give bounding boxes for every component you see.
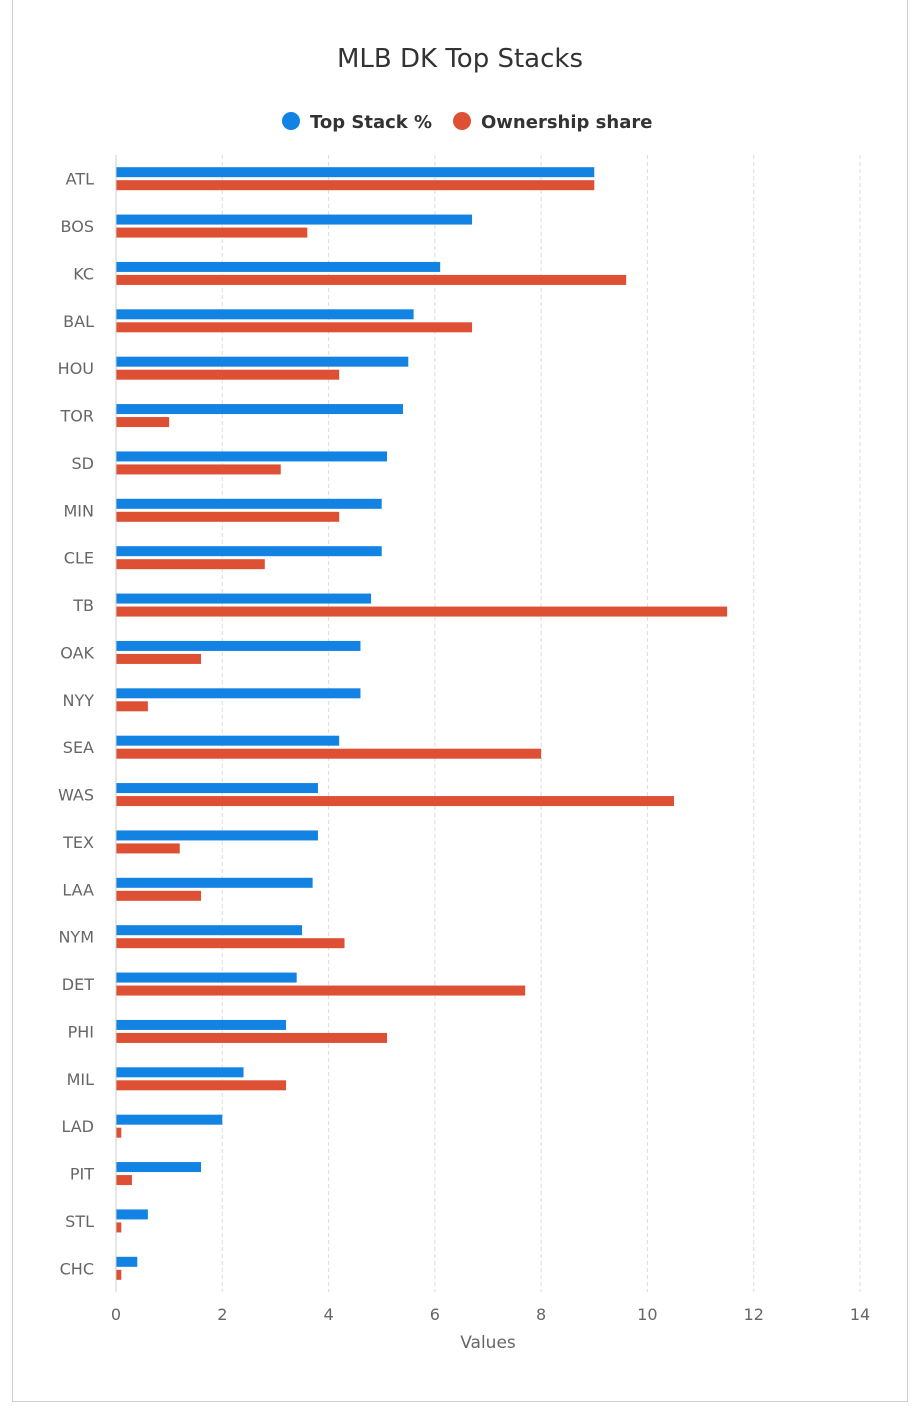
y-tick-label: MIL [67, 1070, 95, 1089]
bar-ownership-share[interactable] [116, 1080, 287, 1091]
y-tick-label: PIT [70, 1165, 94, 1184]
x-tick-label: 0 [111, 1305, 121, 1324]
bar-top-stack[interactable] [116, 593, 372, 604]
grid [221, 155, 861, 1292]
bar-ownership-share[interactable] [116, 985, 526, 996]
x-axis-title: Values [460, 1333, 516, 1353]
x-tick-label: 12 [744, 1305, 764, 1324]
y-tick-label: NYM [58, 928, 94, 947]
bar-top-stack[interactable] [116, 830, 318, 841]
y-tick-label: LAA [62, 880, 94, 899]
bar-top-stack[interactable] [116, 735, 340, 746]
chart-frame [12, 0, 908, 1402]
bar-top-stack[interactable] [116, 404, 403, 415]
x-tick-label: 8 [536, 1305, 546, 1324]
bar-top-stack[interactable] [116, 972, 297, 983]
y-tick-label: SEA [63, 738, 94, 757]
bar-top-stack[interactable] [116, 640, 361, 651]
x-tick-label: 2 [217, 1305, 227, 1324]
bar-ownership-share[interactable] [116, 1127, 122, 1138]
bar-top-stack[interactable] [116, 261, 441, 272]
bar-top-stack[interactable] [116, 309, 414, 320]
bar-ownership-share[interactable] [116, 1269, 122, 1280]
bar-top-stack[interactable] [116, 925, 302, 936]
bar-top-stack[interactable] [116, 783, 318, 794]
x-tick-label: 4 [323, 1305, 333, 1324]
bar-ownership-share[interactable] [116, 748, 542, 759]
bar-ownership-share[interactable] [116, 227, 308, 238]
y-tick-label: STL [65, 1212, 94, 1231]
y-tick-label: LAD [61, 1117, 94, 1136]
y-tick-label: BAL [63, 312, 94, 331]
chart-title: MLB DK Top Stacks [337, 44, 583, 74]
y-tick-label: MIN [64, 501, 95, 520]
legend-label: Ownership share [481, 112, 652, 133]
bar-top-stack[interactable] [116, 1114, 223, 1125]
y-tick-label: HOU [58, 359, 94, 378]
y-tick-label: CLE [64, 549, 94, 568]
bar-top-stack[interactable] [116, 451, 388, 462]
y-tick-label: TB [72, 596, 94, 615]
bar-top-stack[interactable] [116, 498, 382, 509]
bar-ownership-share[interactable] [116, 322, 473, 333]
bar-ownership-share[interactable] [116, 559, 265, 570]
x-tick-label: 6 [430, 1305, 440, 1324]
legend-item-ownership-share[interactable]: Ownership share [453, 112, 652, 133]
y-tick-label: TOR [60, 407, 94, 426]
bar-ownership-share[interactable] [116, 606, 728, 617]
bar-top-stack[interactable] [116, 167, 595, 178]
bar-ownership-share[interactable] [116, 653, 202, 664]
bar-top-stack[interactable] [116, 214, 473, 225]
y-tick-label: SD [72, 454, 94, 473]
bar-ownership-share[interactable] [116, 890, 202, 901]
legend-item-top-stack[interactable]: Top Stack % [282, 112, 432, 133]
bar-ownership-share[interactable] [116, 180, 595, 191]
bar-ownership-share[interactable] [116, 701, 148, 712]
bar-ownership-share[interactable] [116, 1032, 388, 1043]
bar-ownership-share[interactable] [116, 1222, 122, 1233]
bar-ownership-share[interactable] [116, 796, 674, 807]
bar-ownership-share[interactable] [116, 464, 281, 475]
bar-ownership-share[interactable] [116, 511, 340, 522]
y-tick-label: WAS [58, 786, 94, 805]
y-tick-label: PHI [68, 1022, 94, 1041]
legend: Top Stack % Ownership share [282, 112, 652, 133]
y-tick-label: ATL [66, 170, 94, 189]
bar-top-stack[interactable] [116, 356, 409, 367]
y-tick-label: KC [73, 264, 94, 283]
x-tick-label: 10 [637, 1305, 657, 1324]
bar-ownership-share[interactable] [116, 369, 340, 380]
bars [116, 167, 728, 1280]
bar-top-stack[interactable] [116, 1209, 148, 1220]
y-tick-label: BOS [61, 217, 94, 236]
bar-top-stack[interactable] [116, 1019, 287, 1030]
y-axis-labels: ATL BOS KC BAL HOU TOR SD MIN CLE TB OAK NYY SEA WAS T… [58, 170, 95, 1279]
x-tick-label: 14 [850, 1305, 870, 1324]
bar-ownership-share[interactable] [116, 1175, 132, 1186]
x-axis-labels: 0 2 4 6 8 10 12 14 [111, 1305, 870, 1324]
legend-label: Top Stack % [310, 112, 432, 133]
bar-top-stack[interactable] [116, 1067, 244, 1078]
y-tick-label: NYY [62, 691, 94, 710]
bar-top-stack[interactable] [116, 877, 313, 888]
bar-top-stack[interactable] [116, 688, 361, 699]
bar-top-stack[interactable] [116, 1256, 138, 1267]
legend-marker [282, 112, 300, 130]
y-tick-label: OAK [60, 643, 94, 662]
y-tick-label: DET [62, 975, 94, 994]
bar-top-stack[interactable] [116, 546, 382, 557]
legend-marker [453, 112, 471, 130]
bar-ownership-share[interactable] [116, 843, 180, 854]
bar-top-stack[interactable] [116, 1162, 202, 1173]
y-tick-label: CHC [60, 1259, 94, 1278]
bar-ownership-share[interactable] [116, 274, 627, 285]
bar-ownership-share[interactable] [116, 938, 345, 949]
y-tick-label: TEX [62, 833, 94, 852]
bar-ownership-share[interactable] [116, 417, 170, 428]
